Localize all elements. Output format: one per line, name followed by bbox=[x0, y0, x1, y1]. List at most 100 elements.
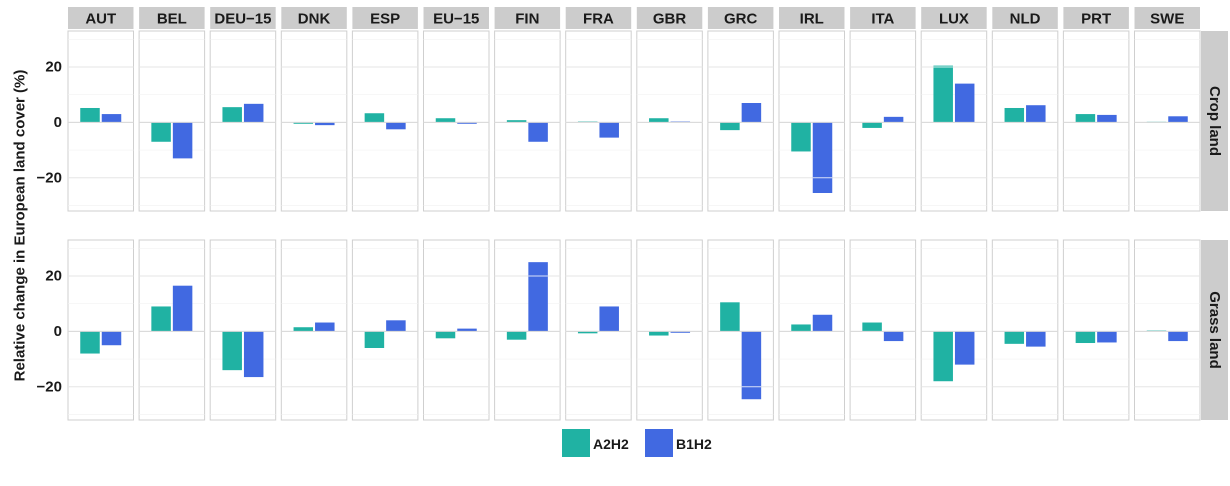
column-strip bbox=[281, 7, 347, 29]
column-strip bbox=[779, 7, 845, 29]
column-strip bbox=[494, 7, 561, 29]
bar-b1h2 bbox=[457, 328, 477, 332]
panel-border bbox=[920, 30, 988, 212]
y-tick-label: 0 bbox=[54, 323, 62, 340]
bar-a2h2 bbox=[649, 331, 669, 336]
panel-border bbox=[67, 30, 134, 212]
bar-b1h2 bbox=[670, 331, 691, 333]
bar-a2h2 bbox=[80, 331, 100, 354]
bar-a2h2 bbox=[364, 331, 385, 348]
column-strip-label: FIN bbox=[515, 11, 539, 28]
panel-border bbox=[209, 239, 277, 421]
bar-b1h2 bbox=[528, 262, 548, 332]
bar-a2h2 bbox=[649, 118, 669, 123]
bar-a2h2 bbox=[364, 113, 385, 123]
panel-border bbox=[849, 30, 917, 212]
panel-border bbox=[565, 30, 632, 212]
panel-border bbox=[423, 239, 490, 421]
row-strip-label: Crop land bbox=[1206, 86, 1223, 156]
panel-border bbox=[494, 30, 561, 212]
bar-b1h2 bbox=[1168, 116, 1188, 123]
panel-border bbox=[423, 30, 490, 212]
panel-border bbox=[494, 239, 561, 421]
column-strip bbox=[423, 7, 489, 29]
bar-a2h2 bbox=[293, 327, 314, 332]
panel-border bbox=[138, 30, 206, 212]
column-strip-label: IRL bbox=[800, 11, 824, 28]
column-strip-label: SWE bbox=[1150, 11, 1184, 28]
column-strip bbox=[139, 7, 205, 29]
bar-b1h2 bbox=[1026, 331, 1046, 347]
y-axis-label: Relative change in European land cover (… bbox=[12, 70, 29, 382]
bar-b1h2 bbox=[386, 320, 406, 332]
bar-b1h2 bbox=[1097, 331, 1117, 343]
column-strip bbox=[636, 7, 703, 29]
panel-border bbox=[280, 30, 348, 212]
y-tick-label: −20 bbox=[37, 169, 62, 186]
column-strip-label: BEL bbox=[157, 11, 187, 28]
bar-b1h2 bbox=[1168, 331, 1188, 342]
bar-a2h2 bbox=[720, 122, 740, 131]
bar-b1h2 bbox=[457, 122, 477, 124]
bar-a2h2 bbox=[720, 302, 740, 332]
bar-b1h2 bbox=[528, 122, 548, 142]
panel-border bbox=[1062, 239, 1130, 421]
panel-border bbox=[67, 239, 134, 421]
column-strip-label: AUT bbox=[85, 11, 116, 28]
bar-b1h2 bbox=[101, 114, 122, 123]
bar-a2h2 bbox=[506, 331, 527, 340]
panel-border bbox=[920, 239, 988, 421]
column-strip-label: GRC bbox=[724, 11, 758, 28]
row-strip bbox=[1201, 31, 1228, 211]
bar-b1h2 bbox=[172, 122, 193, 159]
panel-border bbox=[1134, 239, 1201, 421]
panel-border bbox=[209, 30, 277, 212]
legend-label: B1H2 bbox=[676, 436, 712, 452]
bar-a2h2 bbox=[222, 107, 242, 123]
column-strip bbox=[1134, 7, 1200, 29]
bar-b1h2 bbox=[386, 122, 406, 130]
bar-a2h2 bbox=[862, 122, 882, 128]
panel-border bbox=[351, 239, 419, 421]
bar-a2h2 bbox=[791, 122, 811, 152]
bar-a2h2 bbox=[1004, 107, 1025, 123]
column-strip bbox=[992, 7, 1058, 29]
bar-b1h2 bbox=[243, 331, 264, 378]
bar-a2h2 bbox=[435, 331, 456, 339]
row-strip bbox=[1201, 240, 1228, 420]
bar-a2h2 bbox=[151, 122, 171, 142]
bar-b1h2 bbox=[315, 322, 335, 332]
legend-key-a2h2 bbox=[562, 429, 590, 457]
bar-b1h2 bbox=[599, 306, 619, 332]
bar-b1h2 bbox=[883, 331, 904, 342]
bar-b1h2 bbox=[812, 122, 833, 193]
panel-border bbox=[351, 30, 419, 212]
y-tick-label: −20 bbox=[37, 378, 62, 395]
column-strip bbox=[68, 7, 134, 29]
bar-b1h2 bbox=[172, 285, 193, 332]
panel-border bbox=[636, 30, 703, 212]
bar-a2h2 bbox=[1004, 331, 1025, 344]
column-strip bbox=[565, 7, 632, 29]
panel-border bbox=[707, 30, 774, 212]
y-tick-label: 0 bbox=[54, 114, 62, 131]
bar-b1h2 bbox=[741, 331, 762, 400]
y-tick-label: 20 bbox=[45, 268, 62, 285]
bar-a2h2 bbox=[151, 306, 171, 332]
bar-b1h2 bbox=[741, 103, 762, 123]
column-strip-label: ITA bbox=[871, 11, 894, 28]
bar-b1h2 bbox=[883, 116, 904, 123]
panel-border bbox=[280, 239, 348, 421]
panel-border bbox=[849, 239, 917, 421]
bar-a2h2 bbox=[293, 122, 314, 124]
panel-border bbox=[1062, 30, 1130, 212]
panel-border bbox=[707, 239, 774, 421]
bar-b1h2 bbox=[243, 103, 264, 123]
column-strip bbox=[707, 7, 774, 29]
column-strip-label: EU−15 bbox=[433, 11, 479, 28]
column-strip-label: FRA bbox=[583, 11, 614, 28]
bar-b1h2 bbox=[101, 331, 122, 346]
bar-a2h2 bbox=[222, 331, 242, 371]
